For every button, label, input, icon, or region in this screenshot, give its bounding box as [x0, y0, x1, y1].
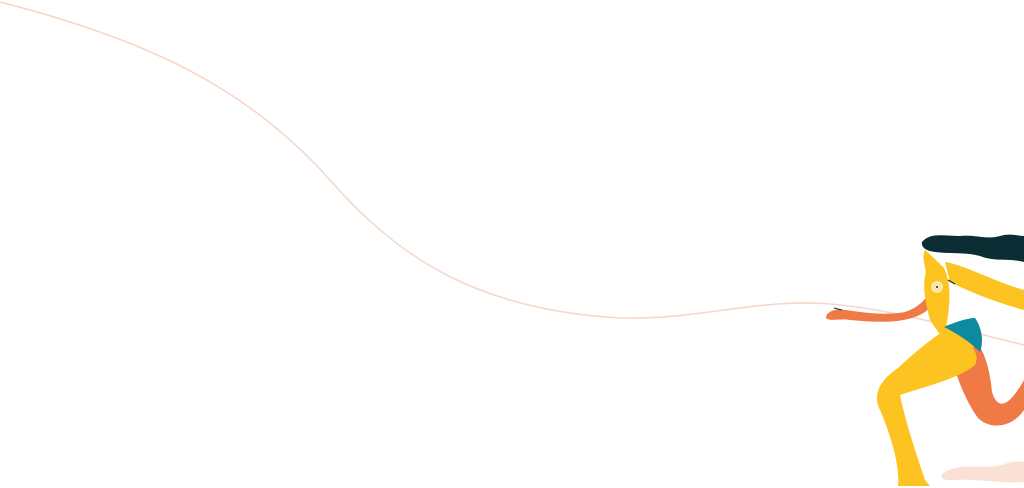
front-arm — [945, 262, 1024, 310]
back-arm — [826, 272, 940, 322]
hair — [921, 234, 1024, 262]
swimsuit — [944, 318, 983, 352]
chest-dot — [936, 286, 938, 288]
torso — [923, 250, 980, 352]
armpit-mark — [947, 279, 956, 285]
front-leg — [876, 330, 977, 486]
running-woman — [826, 234, 1024, 486]
wrist-mark — [833, 307, 843, 311]
ground-shadow — [941, 461, 1024, 483]
flowing-line — [0, 1, 1024, 346]
